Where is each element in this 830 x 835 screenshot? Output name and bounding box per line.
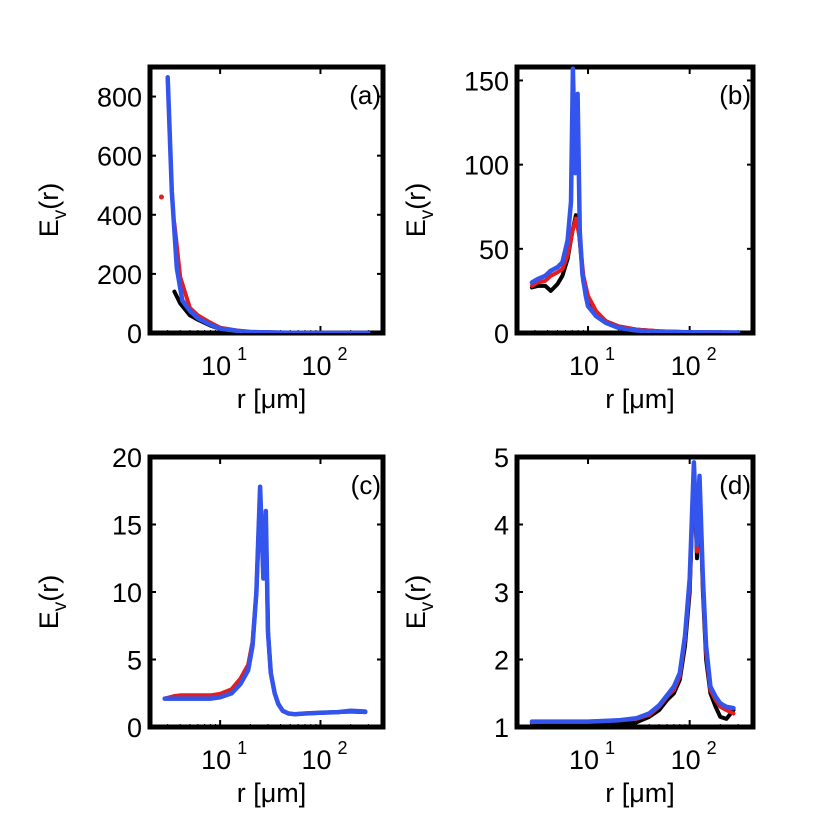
x-axis-label-c: r [μm] bbox=[237, 778, 307, 808]
panel-label-d: (d) bbox=[719, 470, 751, 500]
x-tick-label-b: 10 bbox=[671, 351, 701, 381]
y-tick-label-d: 2 bbox=[494, 646, 509, 676]
panel-label-a: (a) bbox=[349, 80, 381, 110]
y-tick-label-b: 50 bbox=[479, 235, 509, 265]
x-tick-exponent-b: 1 bbox=[605, 344, 615, 364]
series-line-red-a bbox=[172, 221, 371, 333]
x-tick-exponent-b: 2 bbox=[707, 344, 717, 364]
x-tick-exponent-d: 2 bbox=[707, 738, 717, 758]
plot-frame-d bbox=[514, 454, 756, 730]
panel-label-c: (c) bbox=[351, 470, 381, 500]
x-tick-label-d: 10 bbox=[569, 745, 599, 775]
y-tick-label-a: 600 bbox=[97, 142, 142, 172]
x-axis-label-b: r [μm] bbox=[605, 384, 675, 414]
series-line-blue-d bbox=[529, 460, 736, 724]
x-tick-label-d: 10 bbox=[671, 745, 701, 775]
series-group-b bbox=[529, 66, 741, 333]
y-tick-label-d: 1 bbox=[494, 713, 509, 743]
panel-c: 0 5 10 15 20 10 1 10 2 r [μm] Ev(r) (c) bbox=[34, 443, 386, 808]
x-tick-exponent-d: 1 bbox=[605, 738, 615, 758]
x-tick-label-a: 10 bbox=[301, 351, 331, 381]
y-tick-label-c: 20 bbox=[112, 443, 142, 473]
x-tick-label-a: 10 bbox=[201, 351, 231, 381]
x-tick-exponent-c: 2 bbox=[337, 738, 347, 758]
panel-d: 1 2 3 4 5 10 1 10 2 r [μm] Ev(r) (d) bbox=[401, 443, 756, 808]
y-axis-label-a: Ev(r) bbox=[34, 183, 71, 238]
y-axis-label-c: Ev(r) bbox=[34, 575, 71, 630]
x-tick-exponent-c: 1 bbox=[237, 738, 247, 758]
y-tick-label-b: 150 bbox=[464, 66, 509, 96]
y-axis-label-b: Ev(r) bbox=[401, 183, 438, 238]
series-line-blue-a bbox=[165, 75, 371, 333]
series-line-black-b bbox=[529, 213, 741, 333]
y-tick-label-b: 0 bbox=[494, 319, 509, 349]
x-tick-label-b: 10 bbox=[569, 351, 599, 381]
x-axis-label-a: r [μm] bbox=[237, 384, 307, 414]
x-axis-label-d: r [μm] bbox=[605, 778, 675, 808]
y-tick-label-d: 4 bbox=[494, 511, 509, 541]
panel-a: 0 200 400 600 800 10 1 10 2 r [μm] Ev(r) (a) bbox=[34, 64, 386, 414]
panel-label-b: (b) bbox=[719, 80, 751, 110]
y-tick-label-b: 100 bbox=[464, 151, 509, 181]
y-tick-label-c: 0 bbox=[127, 713, 142, 743]
y-axis-label-d: Ev(r) bbox=[401, 575, 438, 630]
y-tick-label-a: 0 bbox=[127, 319, 142, 349]
y-tick-label-a: 400 bbox=[97, 201, 142, 231]
y-tick-label-c: 5 bbox=[127, 646, 142, 676]
y-tick-label-c: 15 bbox=[112, 511, 142, 541]
y-tick-label-d: 5 bbox=[494, 443, 509, 473]
data-point-a bbox=[158, 194, 164, 200]
series-group-a bbox=[165, 75, 371, 333]
series-line-blue-c bbox=[162, 484, 368, 717]
y-tick-label-d: 3 bbox=[494, 578, 509, 608]
x-tick-exponent-a: 1 bbox=[237, 344, 247, 364]
series-group-d bbox=[529, 460, 736, 726]
x-tick-label-c: 10 bbox=[201, 745, 231, 775]
x-tick-label-c: 10 bbox=[301, 745, 331, 775]
y-tick-label-a: 200 bbox=[97, 260, 142, 290]
plot-frame-b bbox=[514, 64, 756, 336]
y-tick-label-a: 800 bbox=[97, 83, 142, 113]
series-line-blue-b bbox=[529, 66, 741, 333]
panel-b: 0 50 100 150 10 1 10 2 r [μm] Ev(r) (b) bbox=[401, 64, 756, 414]
series-group-c bbox=[162, 484, 368, 717]
x-tick-exponent-a: 2 bbox=[337, 344, 347, 364]
y-tick-label-c: 10 bbox=[112, 578, 142, 608]
series-line-black-a bbox=[172, 289, 371, 333]
